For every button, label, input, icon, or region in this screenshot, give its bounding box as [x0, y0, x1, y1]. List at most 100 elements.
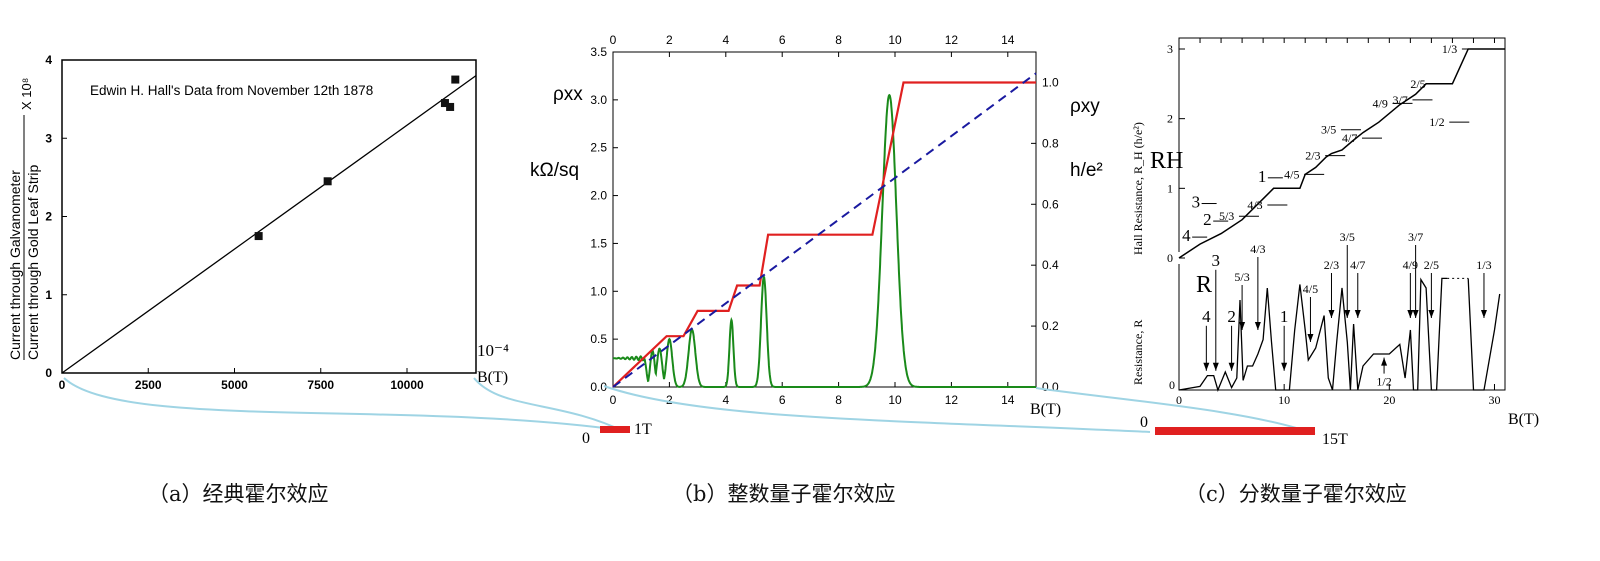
panel-c-ylabel-bottom: Resistance, R [1131, 320, 1145, 385]
arrow-head [1381, 357, 1388, 366]
panel-a-xlabel: B(T) [477, 369, 508, 386]
rh-plateau-label: 3 [1192, 193, 1201, 212]
arrow-head [1407, 310, 1414, 318]
x-tick-label-top: 14 [1001, 33, 1015, 47]
y-tick-label: 0 [45, 366, 52, 380]
panel-a-classical-hall: Edwin H. Hall's Data from November 12th … [7, 53, 509, 392]
bar-1t-start: 0 [582, 430, 590, 447]
y-tick-label-left: 0.5 [590, 332, 607, 346]
panel-c-xlabel: B(T) [1508, 411, 1539, 428]
panel-b-ylabel-left-unit: kΩ/sq [530, 160, 579, 181]
y-tick-label-right: 1.0 [1042, 75, 1059, 89]
classical-line [612, 72, 1037, 388]
arrow-head [1228, 362, 1235, 371]
y-tick-label-right: 0.2 [1042, 319, 1059, 333]
connector-a-end-to-1t [473, 377, 626, 433]
data-point [254, 232, 263, 241]
r-arrow-label: 1/3 [1476, 258, 1491, 272]
y-tick-label-left: 1.5 [590, 236, 607, 250]
rh-plateau-label: 4/9 [1372, 96, 1387, 110]
y-tick-label: 0 [1167, 251, 1173, 265]
y-tick-label-left: 1.0 [590, 284, 607, 298]
arrow-head [1428, 310, 1435, 318]
fit-line [61, 75, 477, 374]
x-tick-label: 10 [1278, 393, 1290, 407]
y-tick-label: 3 [45, 131, 52, 145]
arrow-head [1254, 322, 1261, 330]
x-tick-label-top: 0 [610, 33, 617, 47]
arrow-head [1412, 310, 1419, 318]
panel-b-integer-qhe: ρxx kΩ/sq ρxy h/e² B(T) 0 1T 0 0 2 2 4 4 6 6 8 8 1… [530, 33, 1103, 447]
arrow-head [1239, 322, 1246, 330]
rho-xy-curve [612, 81, 1036, 388]
r-arrow-label: 1 [1280, 307, 1289, 326]
rh-plateau-label: 4 [1182, 226, 1191, 245]
y-tick-label-left: 2.5 [590, 141, 607, 155]
y-tick-label-right: 0.0 [1042, 380, 1059, 394]
x-tick-label-top: 4 [722, 33, 729, 47]
resistance-curve-tail [1467, 278, 1501, 391]
caption-c: （c）分数量子霍尔效应 [1185, 482, 1407, 506]
bar-15t-start: 0 [1140, 414, 1148, 431]
x-tick-label: 5000 [221, 378, 248, 392]
data-point [446, 102, 455, 111]
plot-frame [61, 59, 477, 374]
panel-c-label-rh: RH [1150, 148, 1183, 174]
r-arrow-label: 1/2 [1376, 375, 1391, 389]
x-tick-label-top: 12 [945, 33, 959, 47]
resistance-curve [1178, 277, 1448, 392]
connector-a-to-1t [63, 377, 621, 431]
y-tick-label-right: 0.6 [1042, 197, 1059, 211]
x-tick-label: 7500 [307, 378, 334, 392]
y-tick-label: 4 [45, 53, 52, 67]
rh-plateau-label: 3/7 [1392, 93, 1407, 107]
x-tick-label: 8 [835, 393, 842, 407]
x-tick-label: 0 [610, 393, 617, 407]
r-arrow-label: 3/5 [1340, 230, 1355, 244]
rh-plateau-label: 3/5 [1321, 123, 1336, 137]
r-arrow-label: 4/7 [1350, 258, 1365, 272]
hall-resistance-curve [1178, 48, 1505, 259]
panel-a-ylabel-num: Current through Galvanometer [7, 170, 23, 360]
y-tick-label-right: 0.4 [1042, 258, 1059, 272]
arrow-head [1344, 310, 1351, 318]
x-tick-label-top: 8 [835, 33, 842, 47]
x-tick-label: 0 [59, 378, 66, 392]
y-tick-label: 3 [1167, 42, 1173, 56]
y-tick-label: 1 [45, 288, 52, 302]
rh-plateau-label: 4/7 [1342, 131, 1357, 145]
panel-a-ylabel-den: Current through Gold Leaf Strip [25, 164, 41, 360]
r-arrow-label: 5/3 [1234, 270, 1249, 284]
x-tick-label-top: 2 [666, 33, 673, 47]
arrow-head [1328, 310, 1335, 318]
panel-c-label-r: R [1196, 272, 1212, 298]
rh-plateau-label: 1 [1258, 167, 1267, 186]
r-arrow-label: 2 [1227, 307, 1236, 326]
panel-b-xlabel: B(T) [1030, 401, 1061, 418]
x-tick-label: 20 [1383, 393, 1395, 407]
x-tick-label-top: 10 [888, 33, 902, 47]
arrow-head [1212, 362, 1219, 371]
connector-arrows [63, 377, 1316, 435]
y-tick-label-left: 3.5 [590, 45, 607, 59]
rh-plateau-label: 2/5 [1410, 77, 1425, 91]
x-tick-label-top: 6 [779, 33, 786, 47]
caption-a: （a）经典霍尔效应 [148, 482, 329, 506]
rho-xx-curve [613, 93, 1036, 388]
panel-a-ylabel-factor: X 10⁸ [19, 78, 34, 110]
rh-plateau-label: 4/5 [1284, 167, 1299, 181]
y-tick-label: 2 [45, 210, 52, 224]
panel-b-ylabel-right-unit: h/e² [1070, 160, 1103, 181]
y-tick-label: 1 [1167, 181, 1173, 195]
arrow-head [1307, 334, 1314, 342]
data-point [440, 99, 449, 108]
rh-plateau-label: 2 [1203, 210, 1212, 229]
y-tick-label-left: 2.0 [590, 189, 607, 203]
plot-frame [1178, 37, 1506, 391]
r-arrow-label: 3 [1212, 251, 1221, 270]
arrow-head [1281, 362, 1288, 371]
caption-b: （b）整数量子霍尔效应 [672, 482, 896, 506]
data-point [451, 75, 460, 84]
connector-b-to-15t [603, 385, 1151, 433]
